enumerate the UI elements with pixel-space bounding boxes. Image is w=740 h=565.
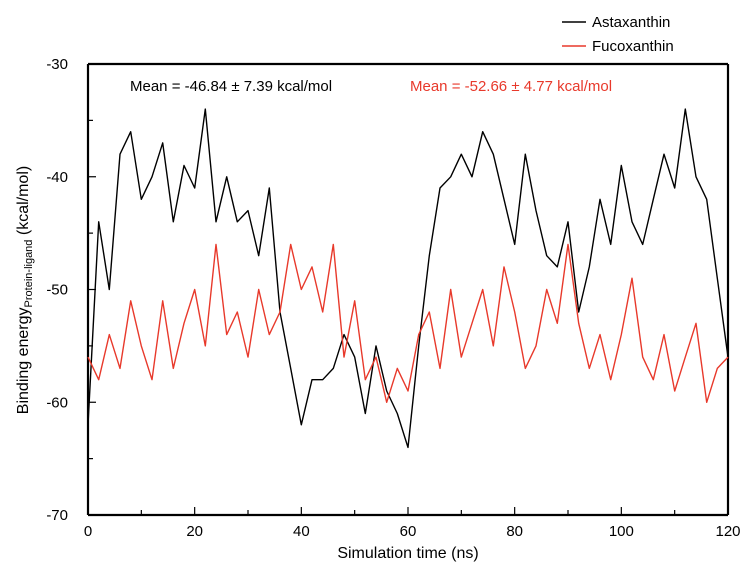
y-axis-label-unit: (kcal/mol)	[15, 166, 32, 240]
legend-label-fucoxanthin: Fucoxanthin	[592, 38, 674, 55]
series-line-fucoxanthin	[87, 243, 729, 403]
y-axis-label-main: Binding energy	[15, 307, 32, 414]
x-tick-label: 60	[400, 523, 417, 540]
x-axis-label: Simulation time (ns)	[337, 545, 478, 562]
x-tick-label: 20	[186, 523, 203, 540]
x-axis-ticks: 0 20 40 60 80 100 120	[84, 507, 740, 540]
y-axis-label: Binding energyProtein-ligand (kcal/mol)	[15, 166, 35, 414]
legend: Astaxanthin Fucoxanthin	[562, 14, 674, 55]
annotation-mean-fucoxanthin: Mean = -52.66 ± 4.77 kcal/mol	[410, 78, 612, 95]
y-tick-label: -40	[46, 169, 68, 186]
y-tick-label: -30	[46, 56, 68, 73]
y-axis-ticks: -70 -60 -50 -40 -30	[46, 56, 96, 524]
annotation-mean-astaxanthin: Mean = -46.84 ± 7.39 kcal/mol	[130, 78, 332, 95]
legend-label-astaxanthin: Astaxanthin	[592, 14, 670, 31]
y-tick-label: -70	[46, 507, 68, 524]
x-tick-label: 120	[715, 523, 740, 540]
y-tick-label: -50	[46, 282, 68, 299]
y-axis-label-subscript: Protein-ligand	[23, 240, 35, 308]
x-tick-label: 0	[84, 523, 92, 540]
series-line-astaxanthin	[87, 108, 729, 449]
series-layer	[87, 108, 729, 449]
y-tick-label: -60	[46, 394, 68, 411]
x-tick-label: 40	[293, 523, 310, 540]
x-tick-label: 80	[506, 523, 523, 540]
x-tick-label: 100	[609, 523, 634, 540]
